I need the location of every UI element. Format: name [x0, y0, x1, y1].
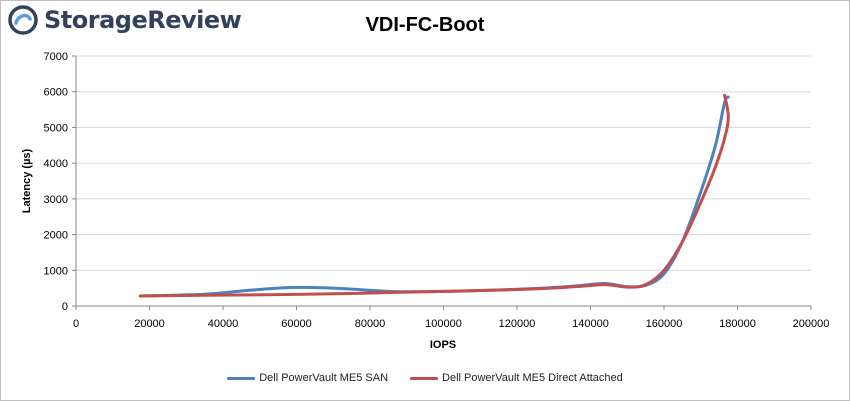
y-tick-label-3: 3000: [44, 194, 68, 206]
x-tick-label-0: 0: [73, 318, 79, 330]
series-line-direct-attached: [138, 93, 730, 298]
x-tick-label-4: 80000: [355, 318, 386, 330]
axes: [72, 55, 812, 310]
y-tick-label-7: 7000: [44, 51, 68, 63]
x-tick-label-5: 100000: [425, 318, 462, 330]
legend-item-san: Dell PowerVault ME5 SAN: [227, 372, 388, 384]
legend-swatch-san: [227, 376, 256, 380]
legend-swatch-direct: [410, 376, 439, 380]
legend-label-san: Dell PowerVault ME5 SAN: [259, 372, 389, 384]
y-tick-label-0: 0: [62, 301, 68, 313]
y-tick-label-5: 5000: [44, 122, 68, 134]
x-tick-label-3: 60000: [281, 318, 312, 330]
y-tick-label-2: 2000: [44, 230, 68, 242]
legend-label-direct: Dell PowerVault ME5 Direct Attached: [442, 372, 623, 384]
gridlines: [76, 55, 811, 271]
x-tick-label-1: 20000: [134, 318, 165, 330]
legend: Dell PowerVault ME5 SAN Dell PowerVault …: [0, 372, 850, 384]
x-tick-label-7: 140000: [572, 318, 609, 330]
y-tick-label-1: 1000: [44, 265, 68, 277]
y-tick-label-6: 6000: [44, 87, 68, 99]
x-tick-label-6: 120000: [499, 318, 536, 330]
x-tick-labels: 0 20000 40000 60000 80000 100000 120000 140000 1…: [73, 318, 829, 330]
x-tick-label-2: 40000: [208, 318, 239, 330]
chart-title: VDI-FC-Boot: [365, 14, 485, 36]
storagereview-logo: StorageReview: [8, 5, 242, 35]
y-tick-label-4: 4000: [44, 158, 68, 170]
logo-text: StorageReview: [44, 6, 242, 34]
storagereview-swirl-icon: [8, 5, 38, 35]
series-line-san: [138, 95, 730, 298]
x-tick-label-9: 180000: [719, 318, 756, 330]
x-tick-label-10: 200000: [793, 318, 830, 330]
y-axis-label: Latency (µs): [21, 148, 33, 213]
x-tick-label-8: 160000: [646, 318, 683, 330]
data-series: [138, 93, 730, 298]
x-axis-label: IOPS: [430, 339, 456, 351]
y-tick-labels: 0 1000 2000 3000 4000 5000 6000 7000: [44, 51, 68, 313]
legend-item-direct: Dell PowerVault ME5 Direct Attached: [410, 372, 623, 384]
